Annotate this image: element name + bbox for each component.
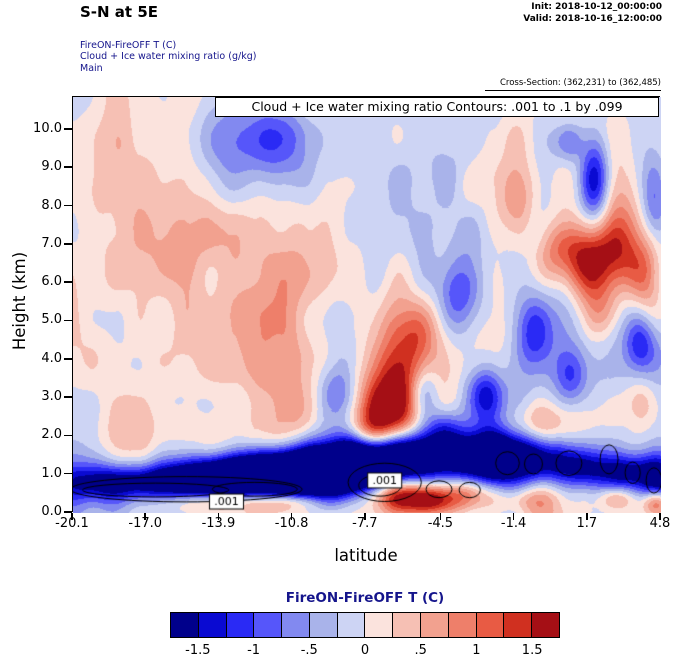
colorbar-cell xyxy=(336,613,365,637)
y-tick-mark xyxy=(64,511,72,513)
y-tick-label: 10.0 xyxy=(33,120,62,136)
y-tick-mark xyxy=(64,243,72,245)
colorbar-cell xyxy=(503,613,532,637)
contour-field-canvas xyxy=(73,97,661,513)
y-tick-label: 3.0 xyxy=(41,389,62,405)
y-tick-label: 9.0 xyxy=(41,159,62,175)
y-tick-label: 2.0 xyxy=(41,427,62,443)
x-tick-mark xyxy=(144,513,146,520)
y-tick-mark xyxy=(64,396,72,398)
y-tick-mark xyxy=(64,358,72,360)
x-tick-label: -20.1 xyxy=(55,516,89,531)
y-tick-mark xyxy=(64,319,72,322)
y-tick-mark xyxy=(64,128,72,130)
x-tick-label: -17.0 xyxy=(128,516,163,531)
x-tick-label: -10.8 xyxy=(274,516,309,531)
colorbar-cell xyxy=(420,613,448,637)
x-tick-mark xyxy=(217,513,220,520)
field-line-grid: Main xyxy=(80,62,103,74)
x-tick-label: 4.8 xyxy=(649,516,671,531)
colorbar-cell xyxy=(281,613,309,637)
run-times: Init: 2018-10-12_00:00:00 Valid: 2018-10… xyxy=(523,2,662,25)
y-tick-mark xyxy=(64,281,72,283)
x-tick-mark xyxy=(290,513,293,520)
colorbar-title: FireON-FireOFF T (C) xyxy=(285,590,445,606)
cross-section-label: Cross-Section: (362,231) to (362,485) xyxy=(485,78,661,91)
x-tick-mark xyxy=(659,513,661,520)
y-tick-label: 4.0 xyxy=(41,350,62,366)
y-tick-label: 5.0 xyxy=(41,312,62,328)
x-tick-mark xyxy=(439,513,442,520)
x-tick-mark xyxy=(71,513,73,520)
field-descriptions: FireON-FireOFF T (C) Cloud + Ice water m… xyxy=(80,40,256,74)
colorbar-tick-label: -1 xyxy=(247,643,261,658)
x-axis-label: latitude xyxy=(334,546,398,565)
y-tick-label: 1.0 xyxy=(41,465,62,481)
colorbar xyxy=(170,612,560,638)
init-time: Init: 2018-10-12_00:00:00 xyxy=(531,2,662,12)
colorbar-tick-label: 1 xyxy=(472,643,481,658)
colorbar-cell xyxy=(392,613,421,637)
x-tick-label: -13.9 xyxy=(201,516,236,531)
contour-info-banner: Cloud + Ice water mixing ratio Contours:… xyxy=(215,97,659,117)
y-tick-mark xyxy=(64,434,72,437)
valid-time: Valid: 2018-10-16_12:00:00 xyxy=(523,13,662,24)
colorbar-cell xyxy=(364,613,393,637)
field-line-cloud-ice: Cloud + Ice water mixing ratio (g/kg) xyxy=(80,51,257,63)
colorbar-cell xyxy=(171,613,198,637)
colorbar-cell xyxy=(531,613,559,637)
x-tick-label: -7.7 xyxy=(352,516,378,531)
x-tick-label: -4.5 xyxy=(427,516,454,531)
colorbar-cell xyxy=(308,613,337,637)
colorbar-tick-label: 0 xyxy=(360,643,370,658)
y-tick-label: 6.0 xyxy=(41,274,62,290)
colorbar-cell xyxy=(197,613,226,637)
colorbar-tick-label: -1.5 xyxy=(185,643,211,658)
field-line-temperature: FireON-FireOFF T (C) xyxy=(80,40,177,51)
colorbar-cell xyxy=(253,613,282,637)
y-tick-mark xyxy=(64,472,72,475)
x-tick-label: -1.4 xyxy=(500,516,527,531)
x-tick-mark xyxy=(586,513,588,520)
y-tick-label: 7.0 xyxy=(41,235,62,251)
y-tick-label: 0.0 xyxy=(41,504,62,519)
colorbar-tick-label: 1.5 xyxy=(521,643,543,658)
y-axis-label: Height (km) xyxy=(10,251,29,351)
y-tick-label: 8.0 xyxy=(41,197,62,213)
x-tick-mark xyxy=(364,513,366,520)
colorbar-cell xyxy=(447,613,476,637)
colorbar-tick-label: -.5 xyxy=(300,643,318,658)
plot-area: Cloud + Ice water mixing ratio Contours:… xyxy=(72,96,661,513)
page-title: S-N at 5E xyxy=(80,3,159,21)
x-tick-label: 1.7 xyxy=(576,516,598,531)
colorbar-cell xyxy=(225,613,254,637)
y-tick-mark xyxy=(64,204,72,207)
colorbar-tick-label: .5 xyxy=(414,643,427,658)
y-tick-mark xyxy=(64,166,72,168)
colorbar-cell xyxy=(475,613,504,637)
x-tick-mark xyxy=(512,513,515,520)
